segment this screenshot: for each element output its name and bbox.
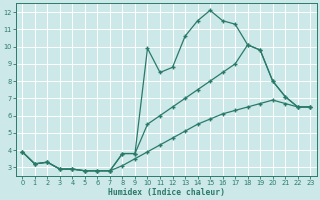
X-axis label: Humidex (Indice chaleur): Humidex (Indice chaleur): [108, 188, 225, 197]
